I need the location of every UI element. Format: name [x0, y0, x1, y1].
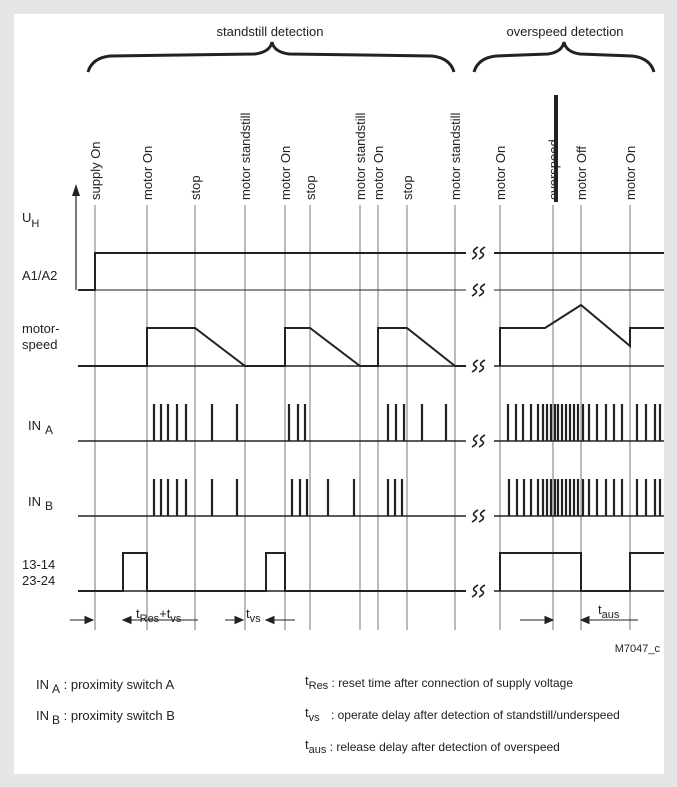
break-gap-5 — [466, 584, 494, 598]
break-mark-5-1 — [478, 584, 486, 598]
overspeed-brace — [472, 41, 656, 73]
in-a-pulses — [152, 404, 662, 441]
legend-in-b: IN B : proximity switch B — [36, 708, 175, 727]
break-mark-5-0 — [471, 584, 479, 598]
break-gap-0 — [466, 246, 494, 260]
t-res-label: tRes+tvs — [136, 606, 182, 625]
legend-in-a: IN A : proximity switch A — [36, 677, 174, 696]
break-mark-3-1 — [478, 434, 486, 448]
break-gap-2 — [466, 359, 494, 373]
event-label-1: motor On — [140, 146, 155, 200]
motorspeed-label-1: motor- — [22, 321, 60, 336]
break-gap-3 — [466, 434, 494, 448]
timing-dimensions — [70, 615, 638, 625]
break-gap-1 — [466, 283, 494, 297]
event-label-8: stop — [400, 175, 415, 200]
event-label-12: motor Off — [574, 146, 589, 200]
t-aus-label: taus — [598, 602, 620, 621]
figure-id: M7047_c — [615, 643, 661, 655]
legend-t-aus: taus : release delay after detection of … — [305, 737, 560, 756]
standstill-heading: standstill detection — [217, 24, 324, 39]
in-b-label: IN B — [28, 494, 53, 513]
break-mark-2-0 — [471, 359, 479, 373]
break-mark-1-1 — [478, 283, 486, 297]
outputs-waveform — [78, 552, 664, 592]
break-marks — [466, 246, 494, 598]
break-gap-4 — [466, 509, 494, 523]
in-a-label: IN A — [28, 418, 53, 437]
break-mark-0-1 — [478, 246, 486, 260]
event-label-13: motor On — [623, 146, 638, 200]
output-label-1: 13-14 — [22, 557, 55, 572]
event-label-10: motor On — [493, 146, 508, 200]
a1a2-label: A1/A2 — [22, 268, 57, 283]
break-mark-3-0 — [471, 434, 479, 448]
event-label-4: motor On — [278, 146, 293, 200]
legend-t-vs: tvs : operate delay after detection of s… — [305, 705, 620, 724]
standstill-brace — [86, 41, 456, 73]
break-mark-1-0 — [471, 283, 479, 297]
t-vs-label: tvs — [246, 606, 261, 625]
uh-label: UH — [22, 210, 39, 230]
break-mark-4-0 — [471, 509, 479, 523]
uh-axis-arrow — [72, 184, 80, 196]
motorspeed-waveform — [78, 303, 664, 367]
timing-diagram: standstill detection overspeed detection… — [22, 24, 664, 756]
output-label-2: 23-24 — [22, 573, 55, 588]
event-label-0: supply On — [88, 141, 103, 200]
in-b-pulses — [152, 479, 662, 516]
event-label-7: motor On — [371, 146, 386, 200]
event-label-11: overspeed — [546, 139, 561, 200]
motorspeed-label-2: speed — [22, 337, 57, 352]
break-mark-0-0 — [471, 246, 479, 260]
a1a2-waveform — [78, 252, 664, 291]
legend-t-res: tRes : reset time after connection of su… — [305, 673, 573, 692]
timing-diagram-panel: standstill detection overspeed detection… — [14, 14, 664, 774]
event-label-9: motor standstill — [448, 112, 463, 200]
event-label-6: motor standstill — [353, 112, 368, 200]
event-label-2: stop — [188, 175, 203, 200]
break-mark-4-1 — [478, 509, 486, 523]
break-mark-2-1 — [478, 359, 486, 373]
event-label-5: stop — [303, 175, 318, 200]
overspeed-heading: overspeed detection — [506, 24, 623, 39]
events-layer: supply On motor On stop motor standstill mot… — [88, 112, 638, 630]
event-label-3: motor standstill — [238, 112, 253, 200]
